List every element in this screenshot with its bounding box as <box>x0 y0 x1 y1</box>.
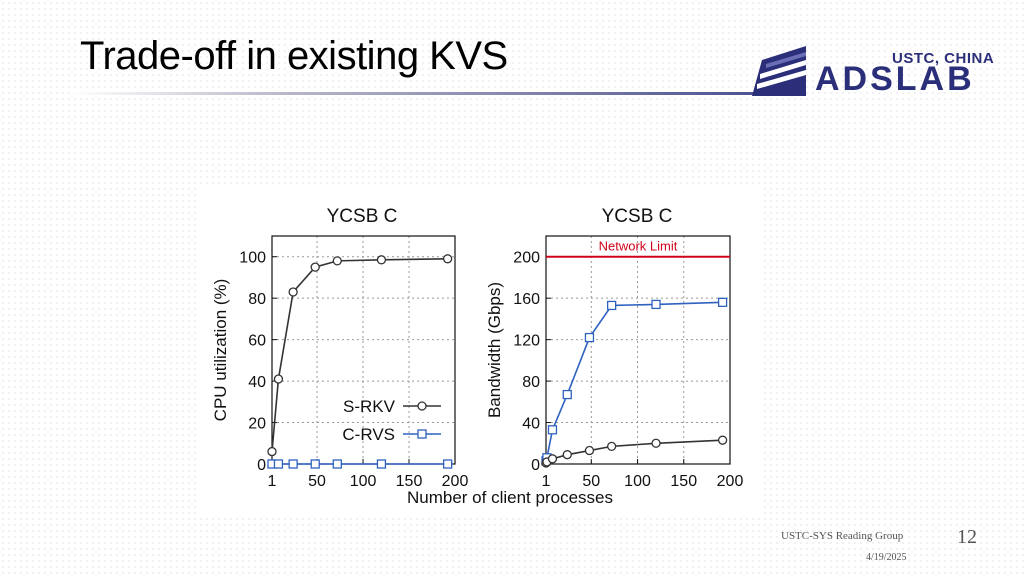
data-point <box>651 299 661 310</box>
x-tick-label: 50 <box>582 473 600 490</box>
data-point <box>651 438 661 448</box>
footer-date: 4/19/2025 <box>866 552 907 563</box>
series-line-c-rvs <box>545 301 723 462</box>
y-tick-label: 60 <box>248 333 266 350</box>
data-point <box>310 262 320 272</box>
data-point <box>717 297 728 307</box>
legend-label: C-RVS <box>342 425 395 444</box>
data-point <box>547 425 558 435</box>
data-point <box>606 300 617 311</box>
chart-title: YCSB C <box>602 206 673 227</box>
y-tick-label: 40 <box>522 416 540 433</box>
data-point <box>267 446 277 457</box>
charts-svg: YCSB C CPU utilization (%) 0 20 40 60 80 100 1… <box>211 206 743 507</box>
adslab-logo-icon <box>752 46 806 96</box>
x-tick-label: 200 <box>717 473 744 490</box>
y-tick-label: 160 <box>513 291 540 308</box>
logo-institution: USTC, CHINA <box>892 50 995 67</box>
x-tick-label: 1 <box>268 473 277 490</box>
chart-title: YCSB C <box>327 206 398 227</box>
y-tick-label: 40 <box>248 374 266 391</box>
data-point <box>310 459 320 469</box>
x-tick-label: 150 <box>670 473 697 490</box>
y-tick-label: 80 <box>248 291 266 308</box>
x-tick-label: 100 <box>624 473 651 490</box>
data-point <box>288 459 298 469</box>
x-tick-label: 200 <box>442 473 469 490</box>
data-point <box>376 255 387 265</box>
logo-name: ADSLAB <box>815 60 975 98</box>
data-point <box>584 445 595 456</box>
legend-marker <box>417 429 427 439</box>
data-point <box>376 459 387 469</box>
data-point <box>717 435 728 445</box>
x-axis-label: Number of client processes <box>407 488 613 507</box>
y-tick-label: 0 <box>257 457 266 474</box>
x-tick-label: 50 <box>308 473 326 490</box>
data-point <box>288 287 298 297</box>
data-point <box>273 374 284 384</box>
data-point <box>547 454 558 464</box>
y-tick-label: 20 <box>248 416 266 433</box>
data-point <box>584 332 595 343</box>
data-point <box>332 459 342 469</box>
y-tick-label: 80 <box>522 374 540 391</box>
y-axis-label: Bandwidth (Gbps) <box>485 282 504 418</box>
network-limit-label: Network Limit <box>599 239 678 254</box>
footer-group: USTC-SYS Reading Group <box>781 530 904 542</box>
page-number: 12 <box>957 526 977 548</box>
chart-panel: YCSB C CPU utilization (%) 0 20 40 60 80 100 1… <box>200 188 760 518</box>
data-point <box>606 441 617 452</box>
data-point <box>332 256 342 266</box>
data-point <box>562 450 572 460</box>
x-tick-label: 100 <box>350 473 377 490</box>
title-divider <box>70 92 770 95</box>
cpu-utilization-chart: YCSB C CPU utilization (%) 0 20 40 60 80 100 1… <box>211 206 468 490</box>
y-tick-label: 120 <box>513 333 540 350</box>
y-tick-label: 200 <box>513 250 540 267</box>
legend-label: S-RKV <box>343 397 396 416</box>
legend-marker <box>417 401 427 411</box>
data-point <box>562 389 572 400</box>
y-tick-label: 0 <box>531 457 540 474</box>
data-point <box>442 459 453 469</box>
x-tick-label: 150 <box>396 473 423 490</box>
x-tick-label: 1 <box>542 473 551 490</box>
y-tick-label: 100 <box>239 250 266 267</box>
plot-frame <box>545 235 731 465</box>
slide-title: Trade-off in existing KVS <box>80 34 508 78</box>
y-axis-label: CPU utilization (%) <box>211 279 230 422</box>
data-point <box>442 254 453 264</box>
series-line-s-rkv <box>545 439 723 464</box>
data-point <box>273 459 284 469</box>
